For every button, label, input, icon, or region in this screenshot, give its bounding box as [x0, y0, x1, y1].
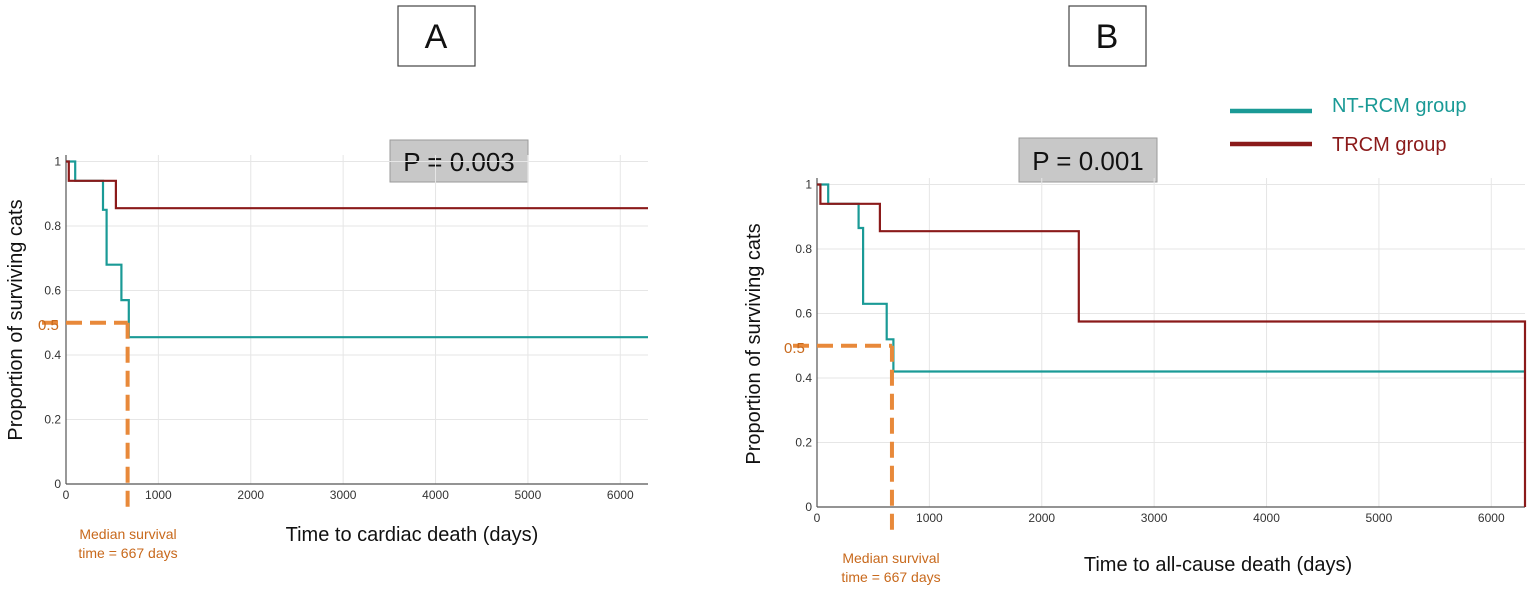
x-tick-label: 6000 — [607, 488, 634, 502]
y-tick-label: 0.8 — [795, 242, 812, 256]
grid — [66, 155, 648, 485]
y-tick-label: 1 — [54, 154, 61, 168]
y-tick-label: 0.4 — [44, 348, 61, 362]
median-annotation-line1: Median survival — [842, 550, 939, 566]
series-lines — [66, 160, 648, 339]
series-lines — [817, 183, 1527, 507]
x-tick-label: 0 — [814, 511, 821, 525]
x-tick-label: 1000 — [916, 511, 943, 525]
y-tick-label: 0.2 — [795, 435, 812, 449]
panel-label-box — [1068, 5, 1147, 67]
axes — [65, 155, 648, 485]
panel-label-box — [397, 5, 476, 67]
nt-rcm-curve — [66, 160, 648, 339]
median-annotation-line2: time = 667 days — [78, 545, 177, 561]
legend: NT-RCM group TRCM group — [1230, 95, 1466, 156]
p-value-box — [1018, 137, 1158, 183]
legend-label-nt-rcm: NT-RCM group — [1332, 95, 1466, 117]
x-tick-label: 6000 — [1478, 511, 1505, 525]
x-tick-labels: 0 1000 2000 3000 4000 5000 6000 — [814, 511, 1505, 525]
y-tick-label: 0.2 — [44, 412, 61, 426]
x-axis-title: Time to all-cause death (days) — [1084, 554, 1352, 576]
y-tick-labels: 0 0.2 0.4 0.6 0.8 1 — [795, 177, 812, 514]
y-axis-title: Proportion of surviving cats — [743, 223, 765, 464]
x-tick-label: 5000 — [515, 488, 542, 502]
y-tick-labels: 0 0.2 0.4 0.6 0.8 1 — [44, 154, 61, 491]
trcm-curve — [817, 183, 1527, 507]
legend-label-trcm: TRCM group — [1332, 134, 1446, 156]
y-tick-label: 0.4 — [795, 371, 812, 385]
trcm-curve — [66, 160, 648, 210]
x-tick-label: 3000 — [330, 488, 357, 502]
y-tick-label: 0 — [805, 500, 812, 514]
nt-rcm-curve — [817, 183, 1525, 373]
y-tick-label: 0 — [54, 477, 61, 491]
median-lines — [42, 320, 130, 510]
y-tick-label: 0.6 — [795, 306, 812, 320]
panel-b: B P = 0.001 0 0.2 0.4 0.6 0.8 1 0 1000 2000 3000… — [743, 5, 1527, 585]
x-tick-label: 3000 — [1141, 511, 1168, 525]
y-axis-title: Proportion of surviving cats — [5, 199, 27, 440]
panel-label: A — [425, 18, 448, 56]
y-tick-label: 1 — [805, 177, 812, 191]
x-tick-label: 4000 — [422, 488, 449, 502]
x-tick-label: 2000 — [237, 488, 264, 502]
x-tick-label: 2000 — [1028, 511, 1055, 525]
x-tick-label: 1000 — [145, 488, 172, 502]
axes — [816, 178, 1525, 508]
x-tick-labels: 0 1000 2000 3000 4000 5000 6000 — [63, 488, 634, 502]
grid — [817, 178, 1525, 508]
median-annotation-line1: Median survival — [79, 526, 176, 542]
panel-a: A P = 0.003 0 0.2 0.4 0.6 0.8 1 0 1000 2000 3000… — [5, 5, 648, 561]
p-value: P = 0.003 — [403, 147, 515, 177]
y-tick-label: 0.8 — [44, 219, 61, 233]
median-y-label: 0.5 — [784, 340, 805, 357]
median-annotation-line2: time = 667 days — [841, 569, 940, 585]
x-tick-label: 5000 — [1366, 511, 1393, 525]
x-tick-label: 4000 — [1253, 511, 1280, 525]
y-tick-label: 0.6 — [44, 283, 61, 297]
panel-label: B — [1096, 18, 1119, 56]
x-tick-label: 0 — [63, 488, 70, 502]
median-y-label: 0.5 — [38, 317, 59, 334]
median-lines — [793, 343, 894, 533]
x-axis-title: Time to cardiac death (days) — [286, 524, 539, 546]
p-value: P = 0.001 — [1032, 146, 1144, 176]
